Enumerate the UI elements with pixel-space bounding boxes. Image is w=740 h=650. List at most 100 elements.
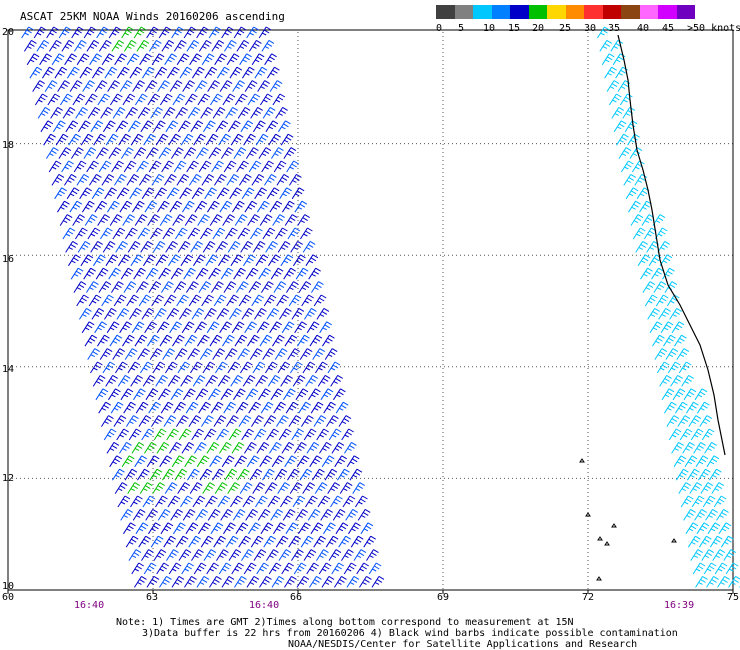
wind-barb: [253, 121, 265, 132]
lat-label-14: 14: [2, 364, 14, 375]
wind-barb: [208, 509, 220, 520]
wind-barb: [247, 335, 259, 346]
wind-barb: [266, 241, 278, 252]
wind-barb: [217, 188, 229, 199]
wind-barb: [317, 308, 329, 319]
wind-barb: [177, 54, 189, 65]
wind-barb: [88, 228, 100, 239]
wind-barb: [62, 161, 74, 172]
wind-barb: [223, 215, 235, 226]
wind-barb: [134, 148, 146, 159]
wind-barb: [260, 456, 272, 467]
wind-barb: [53, 121, 65, 132]
wind-barb: [328, 362, 340, 373]
coastal-wind-barb: [682, 375, 694, 386]
wind-barb: [325, 349, 337, 360]
wind-barb: [262, 161, 274, 172]
wind-barb: [222, 27, 234, 38]
wind-barb: [259, 148, 271, 159]
wind-barb: [236, 402, 248, 413]
wind-barb: [220, 81, 232, 92]
wind-barb: [118, 496, 130, 507]
wind-barb: [197, 335, 209, 346]
wind-barb: [224, 282, 236, 293]
wind-barb: [138, 228, 150, 239]
wind-barb: [142, 429, 154, 440]
wind-barb: [228, 121, 240, 132]
wind-barb: [109, 148, 121, 159]
coastal-wind-barb: [659, 308, 671, 319]
wind-barb: [66, 121, 78, 132]
wind-barb: [122, 456, 134, 467]
wind-barb: [209, 148, 221, 159]
wind-barb: [232, 442, 244, 453]
coastal-wind-barb: [631, 215, 643, 226]
wind-barb: [369, 563, 381, 574]
wind-barb: [165, 362, 177, 373]
coastal-wind-barb: [619, 148, 631, 159]
wind-barb: [171, 509, 183, 520]
coastal-wind-barb: [605, 67, 617, 78]
wind-barb: [267, 188, 279, 199]
wind-barb: [284, 268, 296, 279]
wind-barb: [162, 161, 174, 172]
wind-barb: [188, 228, 200, 239]
wind-barb: [190, 54, 202, 65]
wind-barb: [306, 255, 318, 266]
coastal-wind-barb: [640, 201, 652, 212]
coastal-wind-barb: [688, 536, 700, 547]
lon-label-69: 69: [437, 592, 449, 603]
wind-barb: [231, 255, 243, 266]
wind-barb: [287, 469, 299, 480]
wind-barb: [110, 94, 122, 105]
wind-barb: [52, 54, 64, 65]
wind-barb: [244, 134, 256, 145]
time-label-right: 16:39: [664, 600, 694, 611]
wind-barb: [333, 389, 345, 400]
wind-barb: [292, 429, 304, 440]
wind-barb: [301, 416, 313, 427]
wind-barb: [292, 308, 304, 319]
wind-barb: [191, 121, 203, 132]
wind-barb: [229, 429, 241, 440]
coastal-wind-barb: [628, 134, 640, 145]
wind-barb: [182, 322, 194, 333]
wind-barb: [141, 241, 153, 252]
island-0: [580, 459, 584, 462]
wind-barb: [314, 295, 326, 306]
wind-barb: [185, 94, 197, 105]
wind-barb: [256, 255, 268, 266]
wind-barb: [101, 416, 113, 427]
wind-barb: [48, 94, 60, 105]
wind-barb: [71, 268, 83, 279]
wind-barb: [128, 241, 140, 252]
wind-barb: [312, 469, 324, 480]
wind-barb: [51, 107, 63, 118]
wind-barb: [127, 295, 139, 306]
wind-barb: [56, 134, 68, 145]
wind-barb: [275, 349, 287, 360]
wind-barb: [310, 456, 322, 467]
wind-barb: [169, 563, 181, 574]
wind-barb: [113, 107, 125, 118]
wind-barb: [77, 54, 89, 65]
wind-barb: [156, 255, 168, 266]
wind-barb: [296, 268, 308, 279]
wind-barb: [137, 40, 149, 51]
wind-barb: [82, 201, 94, 212]
wind-barb: [263, 228, 275, 239]
coastal-wind-barb: [684, 389, 696, 400]
island-4: [612, 524, 616, 527]
wind-barb: [154, 429, 166, 440]
wind-barb: [55, 67, 67, 78]
coastal-wind-barb: [712, 483, 724, 494]
wind-barb: [314, 536, 326, 547]
coastal-wind-barb: [689, 416, 701, 427]
wind-barb: [168, 496, 180, 507]
coastal-wind-barb: [683, 442, 695, 453]
wind-barb: [130, 67, 142, 78]
wind-barb: [60, 94, 72, 105]
wind-barb: [286, 402, 298, 413]
coastal-wind-barb: [660, 375, 672, 386]
